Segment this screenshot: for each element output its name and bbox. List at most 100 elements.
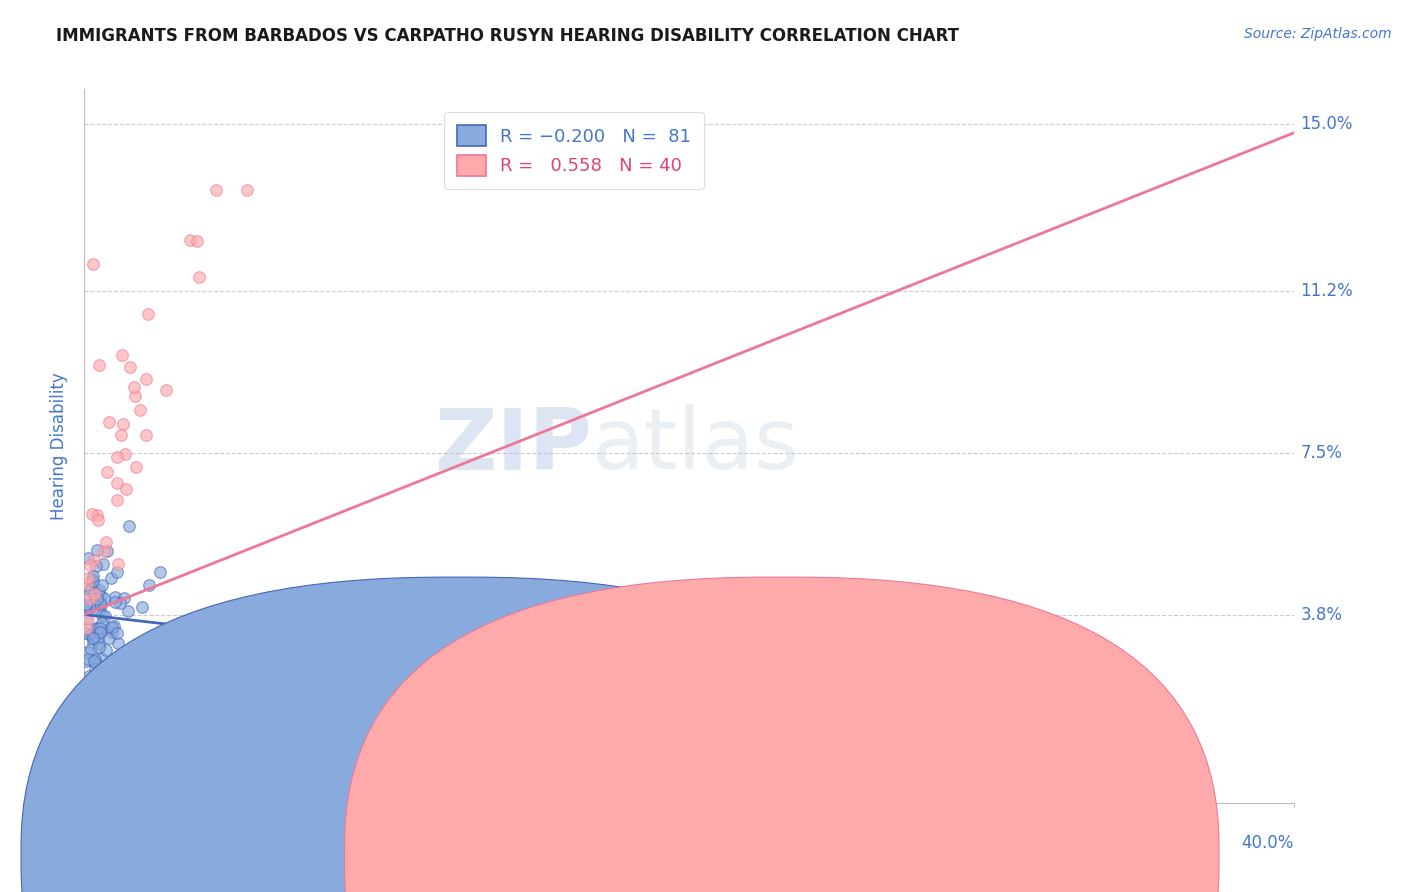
Point (86, 592, 108, 607)
Point (86, 513, 108, 527)
Point (90, 651, 112, 665)
Point (138, 578, 160, 592)
Point (87, 631, 110, 645)
Text: Source: ZipAtlas.com: Source: ZipAtlas.com (1244, 27, 1392, 41)
Point (105, 626, 128, 640)
Point (114, 447, 136, 461)
Point (82, 569, 104, 583)
Point (96, 543, 118, 558)
Point (80, 572, 103, 586)
Point (111, 348, 134, 362)
Point (90, 589, 112, 603)
Text: ZIP: ZIP (434, 404, 592, 488)
Point (83, 654, 105, 668)
Point (100, 571, 122, 585)
Point (97, 415, 120, 429)
Point (112, 591, 135, 606)
Point (112, 417, 135, 432)
Point (76, 551, 98, 566)
Point (75, 599, 97, 614)
Point (89, 358, 111, 372)
Point (83, 587, 105, 601)
Point (135, 428, 157, 442)
Text: 7.5%: 7.5% (1301, 443, 1343, 461)
Text: 0.0%: 0.0% (84, 834, 127, 852)
Text: 40.0%: 40.0% (1241, 834, 1294, 852)
Text: IMMIGRANTS FROM BARBADOS VS CARPATHO RUSYN HEARING DISABILITY CORRELATION CHART: IMMIGRANTS FROM BARBADOS VS CARPATHO RUS… (56, 27, 959, 45)
Point (86, 542, 108, 557)
Point (122, 379, 145, 393)
Point (131, 655, 153, 669)
Point (94, 609, 117, 624)
Point (82, 631, 104, 645)
Point (76, 576, 98, 591)
Point (89, 625, 111, 640)
Point (84, 558, 107, 573)
Point (186, 234, 208, 248)
Point (89, 621, 111, 635)
Point (105, 565, 128, 579)
Point (82, 257, 104, 271)
Point (149, 565, 172, 579)
Point (101, 672, 124, 686)
Point (75, 625, 97, 640)
Point (76, 621, 98, 635)
Point (155, 383, 177, 397)
Point (87, 586, 110, 600)
Point (75, 599, 97, 613)
Point (110, 689, 132, 703)
Point (91, 578, 114, 592)
Point (87, 602, 110, 616)
Point (89, 583, 111, 598)
Point (94, 643, 117, 657)
Point (83, 628, 105, 642)
Point (104, 595, 127, 609)
Point (82, 595, 104, 609)
Point (75, 598, 97, 612)
Point (79, 592, 101, 607)
Point (98, 621, 121, 635)
Legend: R = −0.200   N =  81, R =   0.558   N = 40: R = −0.200 N = 81, R = 0.558 N = 40 (444, 112, 703, 188)
Point (125, 460, 148, 475)
Point (77, 652, 100, 666)
Point (124, 389, 146, 403)
Point (107, 558, 129, 572)
Point (136, 307, 159, 321)
Point (131, 600, 153, 615)
Point (83, 552, 105, 566)
Point (118, 359, 141, 374)
Point (105, 476, 128, 491)
Point (101, 624, 124, 639)
Point (82, 574, 104, 588)
Point (76, 612, 98, 626)
Text: 3.8%: 3.8% (1301, 606, 1343, 624)
Point (89, 640, 111, 655)
Point (82, 634, 104, 648)
Point (97, 631, 120, 645)
Point (129, 403, 152, 417)
Text: atlas: atlas (592, 404, 800, 488)
Point (179, 233, 201, 247)
Point (194, 632, 217, 646)
Point (89, 597, 111, 611)
Point (115, 482, 138, 496)
Point (121, 658, 143, 673)
Text: Carpatho Rusyns: Carpatho Rusyns (803, 847, 943, 865)
Point (84, 621, 107, 635)
Point (104, 590, 127, 604)
Point (166, 715, 188, 730)
Point (89, 626, 111, 640)
Point (93, 591, 115, 605)
Point (79, 558, 101, 572)
Y-axis label: Hearing Disability: Hearing Disability (51, 372, 69, 520)
Point (117, 604, 139, 618)
Point (86, 621, 108, 635)
Point (80, 642, 103, 657)
Point (91, 616, 114, 631)
Point (80, 581, 103, 595)
Point (91, 607, 114, 622)
Point (82, 627, 104, 641)
Point (90, 598, 112, 612)
Point (84, 652, 107, 666)
Point (79, 627, 101, 641)
